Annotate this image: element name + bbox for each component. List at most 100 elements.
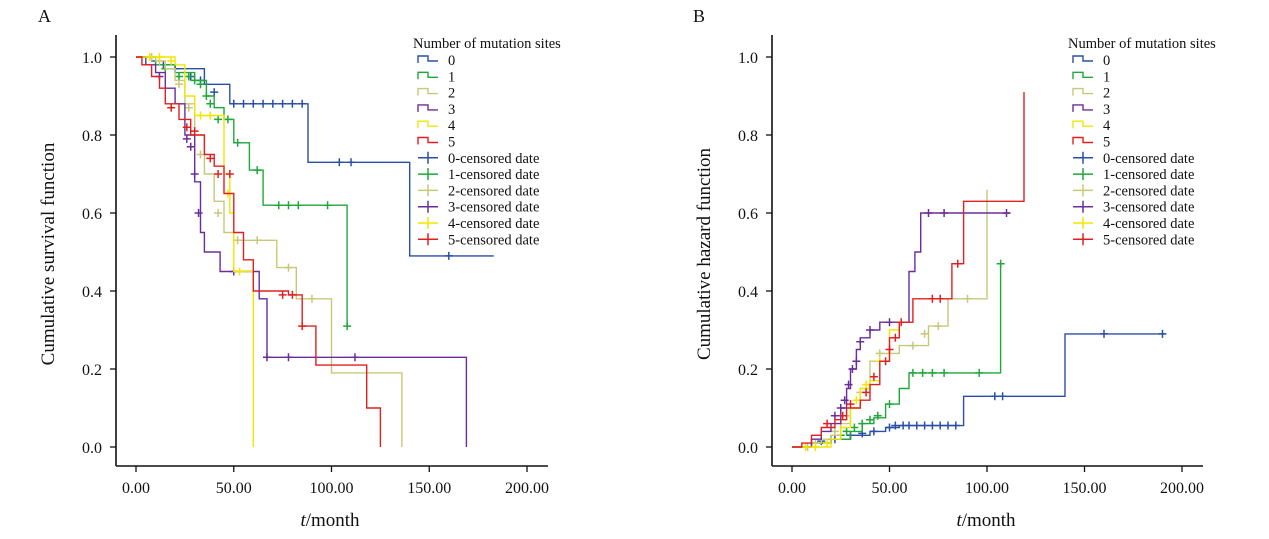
panel-b-series-5-censor-mark bbox=[885, 345, 894, 354]
panel-a-series-1-censor-mark bbox=[214, 115, 223, 124]
panel-a-series-0-censor-mark bbox=[298, 99, 307, 108]
panel-b-legend-label: 5 bbox=[1103, 135, 1110, 151]
panel-a-y-tick-label: 0.0 bbox=[82, 440, 102, 457]
panel-a-series-5-line bbox=[136, 56, 382, 447]
panel-a-legend-swatch-censor-2 bbox=[418, 184, 438, 197]
panel-a-y-tick-label: 0.8 bbox=[82, 128, 102, 145]
panel-b-legend-title: Number of mutation sites bbox=[1068, 36, 1216, 52]
panel-a-series-3-censor-mark bbox=[194, 209, 203, 217]
panel-a-series-5-censor-mark bbox=[206, 154, 215, 163]
panel-b-series-5-censor-mark bbox=[953, 259, 962, 268]
panel-b-series-0-censor-mark bbox=[885, 423, 894, 432]
panel-a-series-1-censor-mark bbox=[274, 201, 283, 210]
panel-a-series-4-censor-mark bbox=[206, 111, 215, 120]
panel-letter-a: A bbox=[38, 6, 51, 26]
panel-a-series-5-censor-mark bbox=[225, 170, 234, 178]
panel-b-series-1-censor-mark bbox=[850, 423, 859, 432]
panel-a-series-3-censor-mark bbox=[284, 353, 293, 362]
panel-b-series-1-censor-mark bbox=[866, 415, 874, 424]
panel-b-legend: Number of mutation sites 0123450-censore… bbox=[1068, 36, 1216, 248]
panel-b-series-4-censor-mark bbox=[811, 443, 820, 451]
panel-a-x-tick-label: 0.00 bbox=[122, 480, 150, 497]
panel-b-series-1-censor-mark bbox=[873, 411, 882, 420]
panel-a-x-tick-label: 200.00 bbox=[505, 480, 549, 497]
panel-b-x-axis-title: t/month bbox=[956, 510, 1016, 531]
panel-b-series-3-censor-mark bbox=[856, 337, 865, 346]
panel-a: A 0.00 50.00 100.00 150.00 200.000.00.20.40.… bbox=[38, 6, 561, 531]
panel-a-legend-label: 5 bbox=[448, 135, 455, 151]
panel-a-series-2-censor-mark bbox=[233, 236, 242, 245]
panel-b-series-3-censor-mark bbox=[1002, 209, 1011, 217]
panel-a-series-1-censor-mark bbox=[343, 322, 352, 331]
panel-letter-b: B bbox=[693, 6, 705, 26]
panel-b-legend-label: 0 bbox=[1103, 53, 1110, 69]
panel-a-series-3-censor-mark bbox=[350, 353, 359, 362]
panel-b-series-1-censor-mark bbox=[842, 427, 851, 436]
panel-b-series-2-censor-mark bbox=[908, 341, 917, 350]
panel-b-x-tick-label: 150.00 bbox=[1063, 480, 1107, 497]
panel-a-y-axis-title: Cumulative survival function bbox=[38, 142, 59, 365]
panel-a-series-1-censor-mark bbox=[184, 72, 193, 81]
panel-a-legend-swatch-1 bbox=[417, 71, 438, 80]
panel-a-legend-title: Number of mutation sites bbox=[413, 36, 561, 52]
panel-a-x-axis-title: t/month bbox=[300, 510, 360, 531]
panel-b-legend-label: 2 bbox=[1103, 86, 1110, 102]
panel-b-series-5-censor-mark bbox=[881, 357, 890, 366]
panel-a-legend-swatch-2 bbox=[417, 87, 438, 96]
panel-b-y-tick-label: 1.0 bbox=[738, 50, 758, 67]
panel-a-x-tick-label: 50.00 bbox=[216, 480, 252, 497]
panel-a-series-5-censor-mark bbox=[167, 103, 176, 112]
panel-a-x-tick-label: 150.00 bbox=[407, 480, 451, 497]
panel-b-series-2-censor-mark bbox=[963, 294, 972, 303]
panel-b-legend-swatch-censor-5 bbox=[1073, 233, 1093, 246]
panel-b-x-tick-label: 200.00 bbox=[1160, 480, 1204, 497]
panel-a-series-0-censor-mark bbox=[288, 99, 297, 108]
panel-a-series-5-censor-mark bbox=[182, 123, 191, 132]
panel-b-legend-swatch-1 bbox=[1072, 71, 1093, 80]
panel-b-series-2-censor-mark bbox=[875, 349, 884, 358]
panel-b-series-0-censor-mark bbox=[1158, 329, 1167, 338]
panel-b-y-tick-label: 0.8 bbox=[738, 128, 758, 145]
panel-a-series-0-censor-mark bbox=[210, 88, 219, 97]
panel-b-series-0-censor-mark bbox=[936, 421, 945, 430]
panel-b-legend-swatch-4 bbox=[1072, 120, 1093, 129]
panel-b-series-2-censor-mark bbox=[830, 427, 839, 436]
panel-b-series-0-censor-mark bbox=[928, 421, 937, 430]
panel-a-series-5-censor-mark bbox=[214, 170, 223, 178]
panel-a-series-0-censor-mark bbox=[249, 99, 258, 108]
panel-a-series-1-censor-mark bbox=[196, 80, 205, 89]
panel-a-legend-label: 0-censored date bbox=[448, 151, 539, 167]
panel-b-series-0-censor-mark bbox=[951, 421, 960, 430]
panel-a-y-tick-label: 0.2 bbox=[82, 362, 102, 379]
panel-a-series-2-censor-mark bbox=[214, 209, 223, 217]
panel-b-series-1-censor-mark bbox=[858, 419, 867, 428]
panel-a-legend-swatch-censor-0 bbox=[418, 151, 438, 164]
panel-a-series-1-censor-mark bbox=[206, 99, 215, 108]
panel-a-series-4-censor-mark bbox=[196, 111, 205, 120]
panel-a-series-3-censor-mark bbox=[186, 142, 195, 151]
panel-b-series-3-censor-mark bbox=[924, 209, 933, 217]
panel-a-series-5-censor-mark bbox=[278, 290, 287, 299]
panel-b-series-0-censor-mark bbox=[998, 392, 1007, 401]
panel-a-series-3-censor-mark bbox=[262, 353, 271, 362]
panel-a-series-2-censor-mark bbox=[284, 263, 293, 272]
panel-b-legend-label: 4-censored date bbox=[1103, 216, 1194, 232]
panel-b-legend-swatch-censor-2 bbox=[1073, 184, 1093, 197]
panel-a-series-1-censor-mark bbox=[253, 166, 262, 175]
panel-b-series-5-censor-mark bbox=[869, 372, 878, 381]
panel-b-legend-swatch-censor-0 bbox=[1073, 151, 1093, 164]
panel-b-series-0-line bbox=[792, 333, 1165, 448]
panel-a-legend-label: 5-censored date bbox=[448, 232, 539, 248]
panel-b-series-4-censor-mark bbox=[823, 439, 832, 448]
panel-b-y-tick-label: 0.6 bbox=[738, 206, 758, 223]
panel-a-series-0-censor-mark bbox=[444, 251, 453, 260]
panel-b-legend-swatch-2 bbox=[1072, 87, 1093, 96]
panel-b-series-3-censor-mark bbox=[866, 326, 874, 334]
panel-b-series-2-censor-mark bbox=[920, 329, 929, 338]
panel-a-legend-label: 2 bbox=[448, 86, 455, 102]
panel-b: B 0.00 50.00 100.00 150.00 200.000.00.20.40.… bbox=[693, 6, 1216, 531]
panel-b-legend-swatch-5 bbox=[1072, 136, 1093, 145]
panel-a-series-2-censor-mark bbox=[175, 80, 184, 89]
panel-b-y-tick-label: 0.2 bbox=[738, 362, 758, 379]
